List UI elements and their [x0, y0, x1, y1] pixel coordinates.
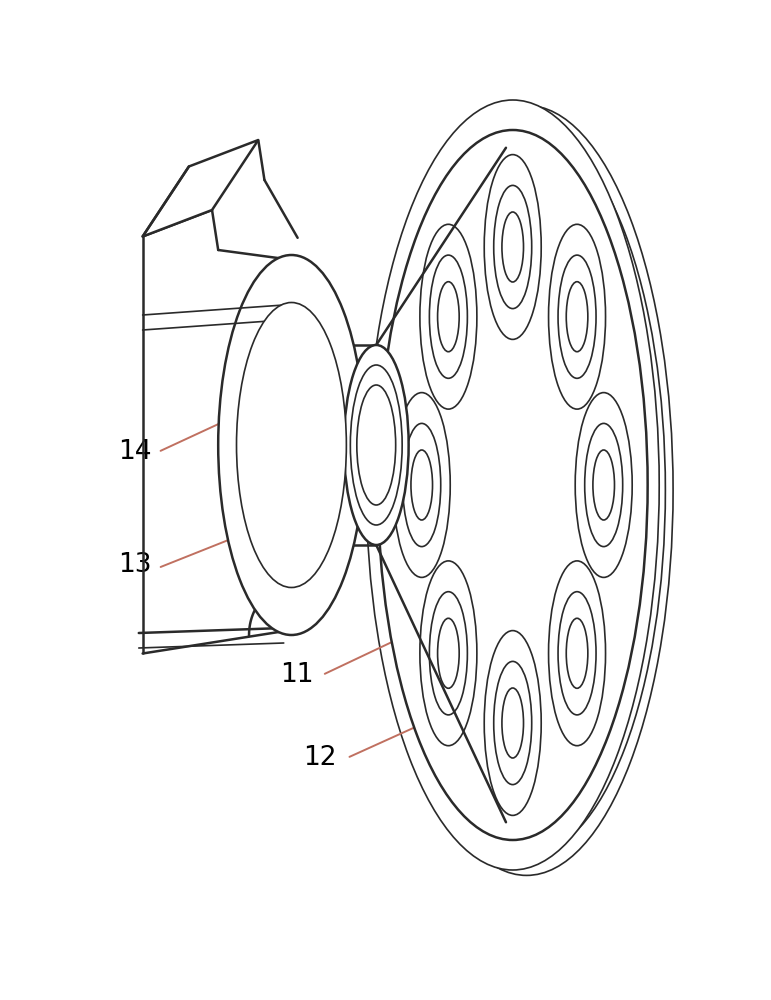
- Ellipse shape: [502, 212, 524, 282]
- Ellipse shape: [484, 155, 541, 339]
- Text: 12: 12: [303, 745, 337, 771]
- Ellipse shape: [218, 255, 365, 635]
- Ellipse shape: [558, 592, 596, 715]
- Ellipse shape: [420, 224, 477, 409]
- Text: 14: 14: [118, 439, 152, 465]
- Ellipse shape: [429, 592, 467, 715]
- Ellipse shape: [566, 618, 588, 688]
- Ellipse shape: [380, 105, 673, 875]
- Ellipse shape: [575, 393, 632, 577]
- Ellipse shape: [548, 224, 605, 409]
- Ellipse shape: [420, 561, 477, 746]
- Ellipse shape: [429, 255, 467, 378]
- Ellipse shape: [388, 125, 665, 855]
- Ellipse shape: [366, 100, 659, 870]
- Ellipse shape: [566, 282, 588, 352]
- Ellipse shape: [350, 365, 402, 525]
- Ellipse shape: [393, 393, 450, 577]
- Ellipse shape: [271, 345, 312, 545]
- Ellipse shape: [593, 450, 614, 520]
- Ellipse shape: [357, 385, 396, 505]
- Ellipse shape: [493, 661, 532, 785]
- Text: 11: 11: [280, 662, 314, 688]
- Ellipse shape: [237, 302, 346, 587]
- Ellipse shape: [484, 631, 541, 815]
- Ellipse shape: [411, 450, 433, 520]
- Ellipse shape: [548, 561, 605, 746]
- Ellipse shape: [438, 282, 460, 352]
- Text: 13: 13: [118, 552, 152, 578]
- Ellipse shape: [502, 688, 524, 758]
- Ellipse shape: [344, 345, 409, 545]
- Ellipse shape: [438, 618, 460, 688]
- Ellipse shape: [402, 423, 441, 547]
- Ellipse shape: [378, 130, 648, 840]
- Ellipse shape: [558, 255, 596, 378]
- Polygon shape: [143, 140, 258, 236]
- Ellipse shape: [493, 185, 532, 309]
- Ellipse shape: [584, 423, 623, 547]
